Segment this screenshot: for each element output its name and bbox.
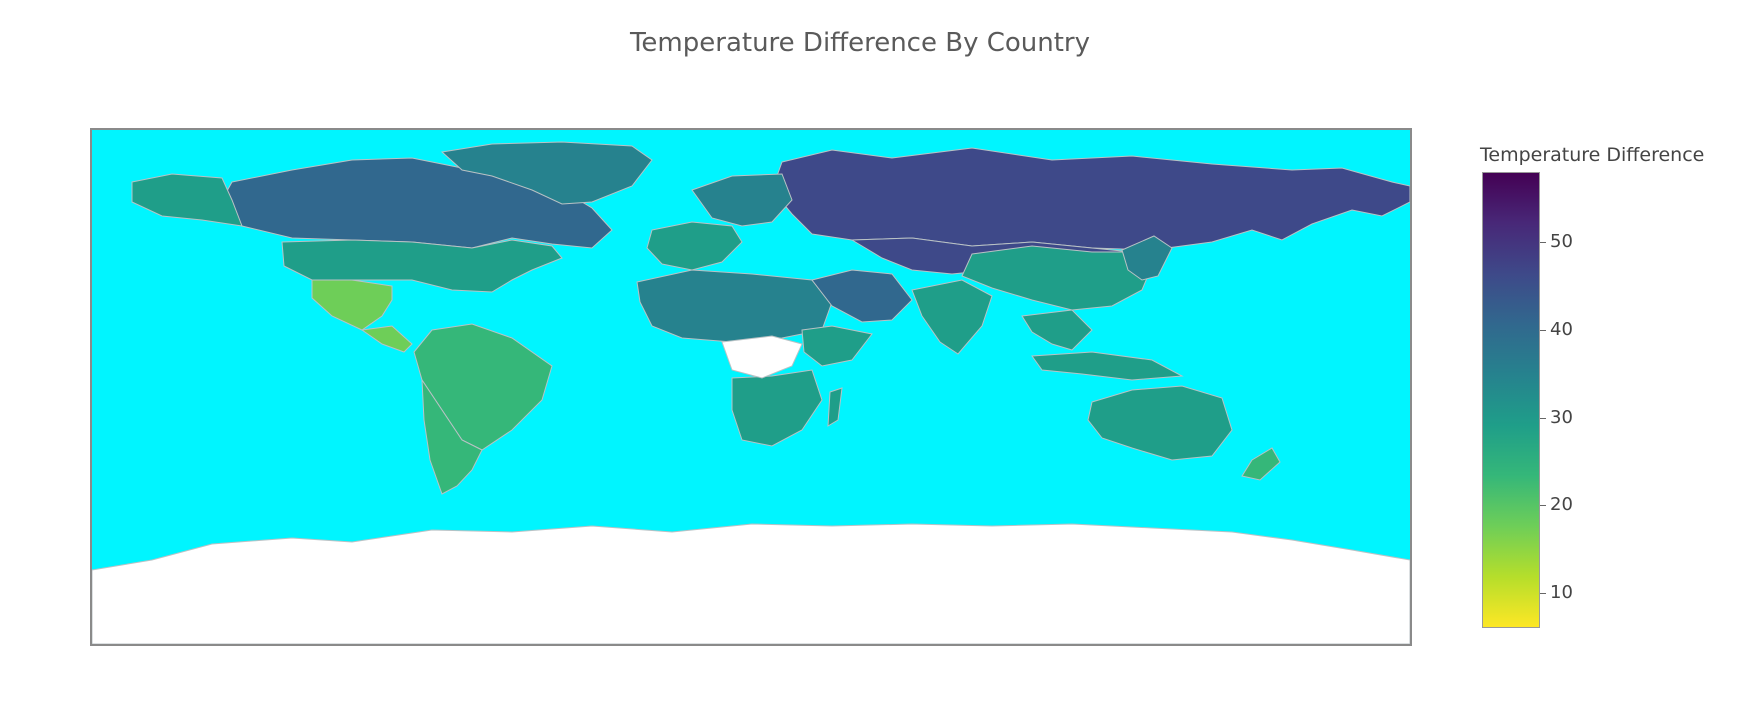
region-new-zealand[interactable]: New Zealand: 22 [1241,447,1281,481]
colorbar-tick-label: 40 [1550,318,1573,340]
colorbar-tick-label: 20 [1550,494,1573,516]
region-northern-europe[interactable]: Northern Europe: 36 [691,173,793,227]
region-middle-east[interactable]: Middle East: 39 [811,269,913,323]
world-map[interactable]: Russia: 46Kazakhstan / Mongolia: 46Canad… [92,130,1410,644]
colorbar [1482,172,1540,628]
colorbar-tick-label: 10 [1550,581,1573,603]
region-antarctica[interactable]: Antarctica [92,523,1410,644]
region-south-america[interactable]: South America: 25 [413,323,553,451]
region-japan-korea[interactable]: Japan / Korea: 32 [1121,235,1173,281]
colorbar-tick-label: 30 [1550,406,1573,428]
colorbar-tick-mark [1540,592,1546,594]
region-central-africa[interactable]: Central Africa [721,335,803,379]
region-australia[interactable]: Australia: 30 [1087,385,1233,461]
region-greenland[interactable]: Greenland: 36 [440,141,653,205]
region-indonesia[interactable]: Indonesia: 29 [1031,351,1184,381]
region-central-america[interactable]: Central America: 20 [360,325,413,353]
region-mexico[interactable]: Mexico: 18 [311,279,393,331]
region-southern-africa[interactable]: Southern Africa: 27 [731,369,823,447]
region-western-europe[interactable]: Western Europe: 30 [646,221,743,271]
region-madagascar[interactable]: Madagascar: 28 [827,387,843,427]
colorbar-tick-mark [1540,417,1546,419]
colorbar-tick-mark [1540,329,1546,331]
region-china[interactable]: China: 30 [961,245,1153,311]
region-alaska[interactable]: Alaska: 30 [131,173,243,227]
map-plot-area[interactable]: Russia: 46Kazakhstan / Mongolia: 46Canad… [90,128,1412,646]
colorbar-title: Temperature Difference [1480,144,1705,166]
region-southeast-asia[interactable]: Southeast Asia: 30 [1021,309,1093,351]
chart-title: Temperature Difference By Country [629,28,1091,58]
colorbar-tick-label: 50 [1550,231,1573,253]
colorbar-tick-mark [1540,242,1546,244]
region-horn-of-africa[interactable]: Horn of Africa: 28 [801,325,873,367]
region-chile-argentina[interactable]: Chile / Argentina: 21 [421,378,483,495]
region-india[interactable]: India: 31 [911,279,993,355]
colorbar-tick-mark [1540,505,1546,507]
